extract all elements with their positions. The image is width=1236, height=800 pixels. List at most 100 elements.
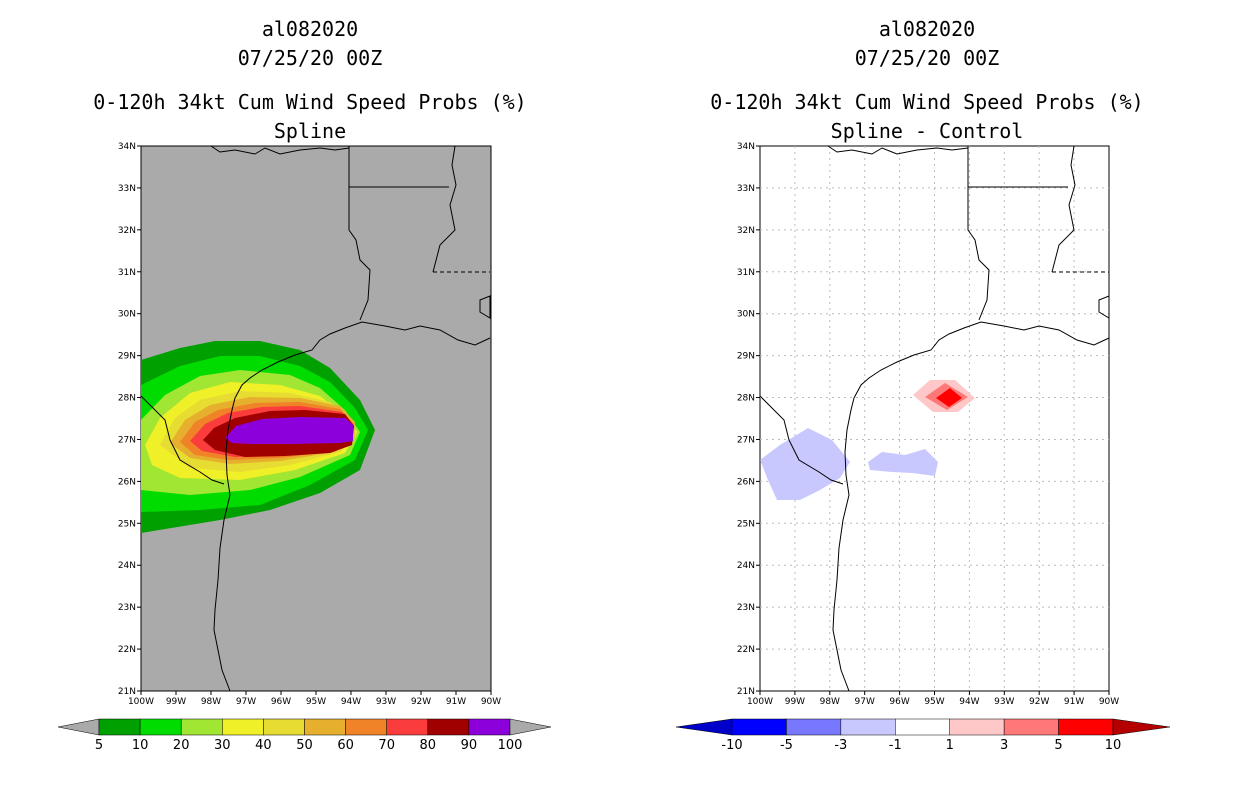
right-colorbar-box [949, 718, 1005, 736]
right-lon-label: 91W [1064, 697, 1084, 707]
right-colorbar-label: -1 [889, 738, 902, 753]
left-lon-label: 100W [128, 697, 154, 707]
right-colorbar-high-arrow [1112, 718, 1171, 736]
right-product-title: 0-120h 34kt Cum Wind Speed Probs (%) [710, 90, 1144, 114]
left-map: 21N 22N 23N 24N 25N 26N 27N 28N 29N 30N 31N 32N 33N 3… [118, 142, 501, 707]
right-colorbar-label: -3 [834, 738, 847, 753]
left-lon-label: 97W [236, 697, 256, 707]
right-lat-axis: 21N 22N 23N 24N 25N 26N 27N 28N 29N 30N 31N 32N 33N 3… [737, 142, 760, 697]
left-lat-label: 33N [118, 184, 136, 194]
left-lat-label: 24N [118, 561, 136, 571]
left-colorbar-low-arrow [57, 718, 100, 736]
left-subtitle: Spline [273, 119, 347, 143]
left-coastline [140, 145, 491, 692]
right-lon-label: 95W [924, 697, 944, 707]
left-colorbar-box [468, 718, 511, 736]
right-colorbar-label: 1 [946, 738, 954, 753]
right-colorbar-box [1003, 718, 1059, 736]
right-datetime: 07/25/20 00Z [854, 46, 1000, 70]
left-colorbar-box [139, 718, 182, 736]
left-colorbar-box [304, 718, 346, 736]
left-storm-id: al082020 [261, 17, 359, 41]
left-lat-label: 25N [118, 519, 136, 529]
right-lat-label: 25N [737, 519, 755, 529]
right-lon-label: 100W [747, 697, 773, 707]
left-colorbar: 5 10 20 30 40 50 60 70 80 90 100 [57, 718, 552, 753]
left-lat-label: 30N [118, 310, 136, 320]
right-colorbar-low-arrow [675, 718, 733, 736]
contour-90 [225, 417, 353, 444]
left-lon-axis: 100W 99W 98W 97W 96W 95W 94W 93W 92W 91W 90W [128, 691, 501, 707]
right-colorbar-label: -5 [780, 738, 793, 753]
left-colorbar-label: 50 [296, 738, 313, 753]
right-lat-label: 31N [737, 268, 755, 278]
diff-plus-5 [936, 388, 962, 407]
left-lon-label: 96W [271, 697, 291, 707]
left-lat-label: 26N [118, 477, 136, 487]
left-colorbar-label: 10 [132, 738, 149, 753]
left-colorbar-boxes [98, 718, 511, 736]
right-lon-label: 90W [1099, 697, 1119, 707]
right-lon-label: 99W [785, 697, 805, 707]
left-lat-label: 28N [118, 394, 136, 404]
left-lat-label: 27N [118, 435, 136, 445]
right-lat-label: 21N [737, 687, 755, 697]
diff-minus-1-gulf [868, 449, 938, 476]
right-lat-label: 32N [737, 226, 755, 236]
left-lat-label: 21N [118, 687, 136, 697]
left-lat-label: 32N [118, 226, 136, 236]
left-colorbar-box [427, 718, 470, 736]
left-colorbar-label: 90 [461, 738, 478, 753]
right-colorbar-box [731, 718, 787, 736]
right-colorbar-box [840, 718, 896, 736]
left-lat-label: 29N [118, 352, 136, 362]
left-lat-label: 23N [118, 603, 136, 613]
right-subtitle: Spline - Control [830, 119, 1024, 143]
right-colorbar-label: 5 [1054, 738, 1062, 753]
left-colorbar-label: 40 [255, 738, 272, 753]
left-lon-label: 99W [166, 697, 186, 707]
left-colorbar-label: 20 [173, 738, 190, 753]
left-lon-label: 93W [376, 697, 396, 707]
left-colorbar-label: 100 [498, 738, 523, 753]
right-lat-label: 27N [737, 435, 755, 445]
left-probability-contours [141, 341, 375, 533]
left-colorbar-labels: 5 10 20 30 40 50 60 70 80 90 100 [95, 738, 523, 753]
right-colorbar-box [895, 718, 950, 736]
left-colorbar-label: 70 [378, 738, 395, 753]
right-colorbar-label: -10 [721, 738, 742, 753]
right-colorbar-labels: -10 -5 -3 -1 1 3 5 10 [721, 738, 1121, 753]
left-lon-label: 94W [341, 697, 361, 707]
left-colorbar-high-arrow [509, 718, 552, 736]
right-storm-id: al082020 [878, 17, 976, 41]
right-lon-label: 96W [889, 697, 909, 707]
right-gridlines [760, 146, 1109, 691]
left-lon-label: 91W [446, 697, 466, 707]
right-lat-label: 28N [737, 394, 755, 404]
right-lat-label: 24N [737, 561, 755, 571]
left-colorbar-box [345, 718, 387, 736]
left-colorbar-box [263, 718, 305, 736]
right-colorbar: -10 -5 -3 -1 1 3 5 10 [675, 718, 1171, 753]
left-lat-label: 34N [118, 142, 136, 152]
left-colorbar-label: 30 [214, 738, 231, 753]
right-lat-label: 30N [737, 310, 755, 320]
left-lon-label: 95W [306, 697, 326, 707]
right-colorbar-boxes [731, 718, 1114, 736]
right-lon-label: 98W [820, 697, 840, 707]
left-colorbar-label: 80 [420, 738, 437, 753]
left-colorbar-box [98, 718, 141, 736]
right-lat-label: 23N [737, 603, 755, 613]
left-colorbar-box [386, 718, 429, 736]
left-lon-label: 90W [481, 697, 501, 707]
right-map: 21N 22N 23N 24N 25N 26N 27N 28N 29N 30N 31N 32N 33N 3… [737, 142, 1119, 707]
right-colorbar-box [786, 718, 842, 736]
left-lat-label: 22N [118, 645, 136, 655]
left-datetime: 07/25/20 00Z [237, 46, 383, 70]
right-lat-label: 29N [737, 352, 755, 362]
left-colorbar-box [180, 718, 223, 736]
right-lat-label: 34N [737, 142, 755, 152]
right-lon-label: 93W [994, 697, 1014, 707]
left-colorbar-label: 60 [337, 738, 354, 753]
left-lat-axis: 21N 22N 23N 24N 25N 26N 27N 28N 29N 30N 31N 32N 33N 3… [118, 142, 141, 697]
